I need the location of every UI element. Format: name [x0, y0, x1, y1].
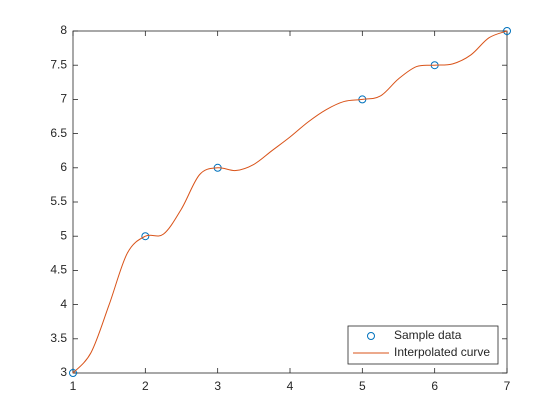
y-tick-label: 6 [60, 160, 67, 174]
y-tick-label: 7.5 [50, 57, 67, 71]
x-tick-label: 5 [359, 379, 366, 393]
data-point [503, 27, 511, 35]
legend-swatch [367, 332, 375, 340]
y-tick-label: 8 [60, 23, 67, 37]
y-tick-label: 4.5 [50, 263, 67, 277]
y-tick-label: 4 [60, 297, 67, 311]
data-point [69, 369, 77, 377]
x-tick-label: 1 [70, 379, 77, 393]
legend-label: Interpolated curve [394, 345, 490, 359]
y-tick-label: 5.5 [50, 194, 67, 208]
y-tick-label: 3.5 [50, 331, 67, 345]
x-tick-label: 3 [214, 379, 221, 393]
x-tick-label: 6 [431, 379, 438, 393]
data-point [141, 232, 150, 241]
plot-area [72, 30, 508, 374]
y-tick-label: 7 [60, 92, 67, 106]
x-tick-label: 7 [504, 379, 511, 393]
legend-label: Sample data [394, 328, 462, 342]
legend-box [347, 325, 499, 365]
curve [72, 30, 508, 374]
y-tick-label: 6.5 [50, 126, 67, 140]
x-tick-label: 4 [287, 379, 294, 393]
y-tick-label: 5 [60, 228, 67, 242]
y-tick-label: 3 [60, 365, 67, 379]
x-tick-label: 2 [142, 379, 149, 393]
